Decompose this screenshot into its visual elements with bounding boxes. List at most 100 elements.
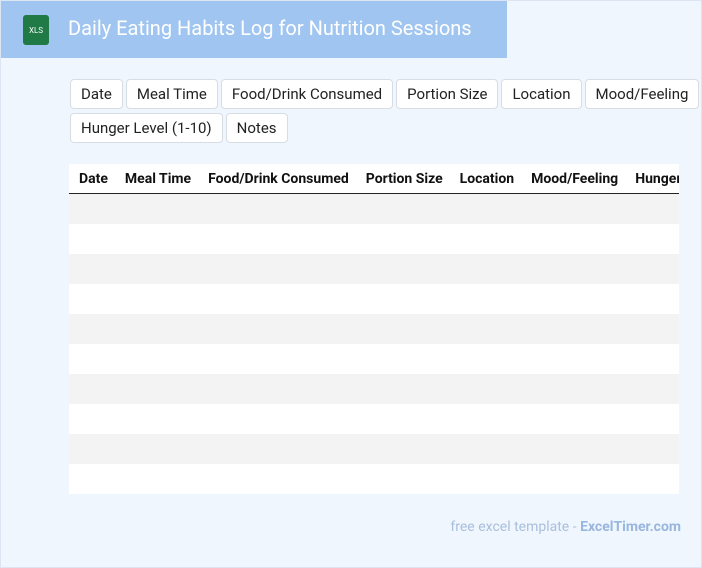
column-header: Food/Drink Consumed (198, 164, 356, 194)
footer-text: free excel template - (450, 519, 581, 535)
table-cell (625, 284, 679, 314)
table-cell (69, 224, 115, 254)
table-cell (69, 254, 115, 284)
table-cell (198, 374, 356, 404)
table-cell (69, 464, 115, 494)
table-cell (114, 193, 199, 224)
table-cell (355, 193, 450, 224)
table-cell (625, 374, 679, 404)
table-cell (521, 224, 626, 254)
table-cell (625, 254, 679, 284)
table-cell (69, 374, 115, 404)
table-cell (114, 344, 199, 374)
table-cell (69, 314, 115, 344)
file-icon: XLS (23, 15, 49, 45)
field-chips: Date Meal Time Food/Drink Consumed Portion … (70, 79, 700, 143)
table-cell (625, 464, 679, 494)
table-cell (69, 193, 115, 224)
table-cell (355, 284, 450, 314)
table-cell (114, 404, 199, 434)
footer-link[interactable]: ExcelTimer.com (580, 519, 681, 535)
table-cell (449, 224, 522, 254)
field-chip[interactable]: Food/Drink Consumed (220, 79, 394, 109)
table-cell (521, 404, 626, 434)
table-cell (355, 224, 450, 254)
column-header: Portion Size (355, 164, 450, 194)
field-chip[interactable]: Notes (225, 113, 288, 143)
table-container: Date Meal Time Food/Drink Consumed Portion … (69, 164, 679, 494)
table-cell (355, 254, 450, 284)
table-cell (114, 374, 199, 404)
table-cell (355, 344, 450, 374)
table-cell (449, 193, 522, 224)
column-header: Date (69, 164, 115, 194)
field-chip[interactable]: Portion Size (396, 79, 499, 109)
table-cell (449, 284, 522, 314)
table-cell (114, 314, 199, 344)
table-cell (114, 224, 199, 254)
table-row (69, 374, 679, 404)
table-cell (625, 434, 679, 464)
table-cell (69, 404, 115, 434)
table-cell (521, 464, 626, 494)
table-cell (521, 434, 626, 464)
table-row (69, 193, 679, 224)
table-cell (521, 254, 626, 284)
table-cell (198, 224, 356, 254)
table-cell (198, 254, 356, 284)
table-cell (625, 314, 679, 344)
table-row (69, 224, 679, 254)
table-cell (521, 193, 626, 224)
footer: free excel template - ExcelTimer.com (450, 519, 681, 535)
table-row (69, 314, 679, 344)
table-row (69, 434, 679, 464)
table-cell (69, 284, 115, 314)
table-cell (521, 344, 626, 374)
table-cell (449, 254, 522, 284)
field-chip[interactable]: Meal Time (125, 79, 218, 109)
column-header: Meal Time (114, 164, 199, 194)
table-cell (69, 434, 115, 464)
column-header: Mood/Feeling (521, 164, 626, 194)
table-cell (625, 344, 679, 374)
table-cell (449, 344, 522, 374)
table-cell (114, 254, 199, 284)
field-chip[interactable]: Date (70, 79, 123, 109)
title: Daily Eating Habits Log for Nutrition Se… (68, 16, 472, 40)
table-cell (521, 284, 626, 314)
table-cell (198, 464, 356, 494)
table-cell (69, 344, 115, 374)
table-cell (198, 314, 356, 344)
field-chip[interactable]: Hunger Level (1-10) (70, 113, 223, 143)
table-cell (198, 344, 356, 374)
column-header: Hunger Level (1-10) (625, 164, 679, 194)
table-cell (355, 404, 450, 434)
table-cell (198, 284, 356, 314)
table-cell (355, 434, 450, 464)
table-row (69, 464, 679, 494)
field-chip[interactable]: Mood/Feeling (584, 79, 700, 109)
table-cell (625, 193, 679, 224)
table-cell (198, 434, 356, 464)
table-cell (355, 374, 450, 404)
header: XLS Daily Eating Habits Log for Nutritio… (1, 1, 507, 58)
field-chip[interactable]: Location (501, 79, 582, 109)
table-cell (449, 314, 522, 344)
table-cell (114, 434, 199, 464)
table-cell (625, 404, 679, 434)
table-row (69, 404, 679, 434)
table-cell (449, 434, 522, 464)
table-cell (625, 224, 679, 254)
table-cell (521, 374, 626, 404)
table-cell (449, 404, 522, 434)
table-cell (449, 464, 522, 494)
log-table: Date Meal Time Food/Drink Consumed Portion … (69, 164, 679, 494)
header-row: Date Meal Time Food/Drink Consumed Portion … (69, 164, 679, 194)
table-row (69, 284, 679, 314)
table-cell (198, 193, 356, 224)
column-header: Location (449, 164, 522, 194)
table-cell (355, 314, 450, 344)
table-row (69, 344, 679, 374)
table-cell (114, 464, 199, 494)
